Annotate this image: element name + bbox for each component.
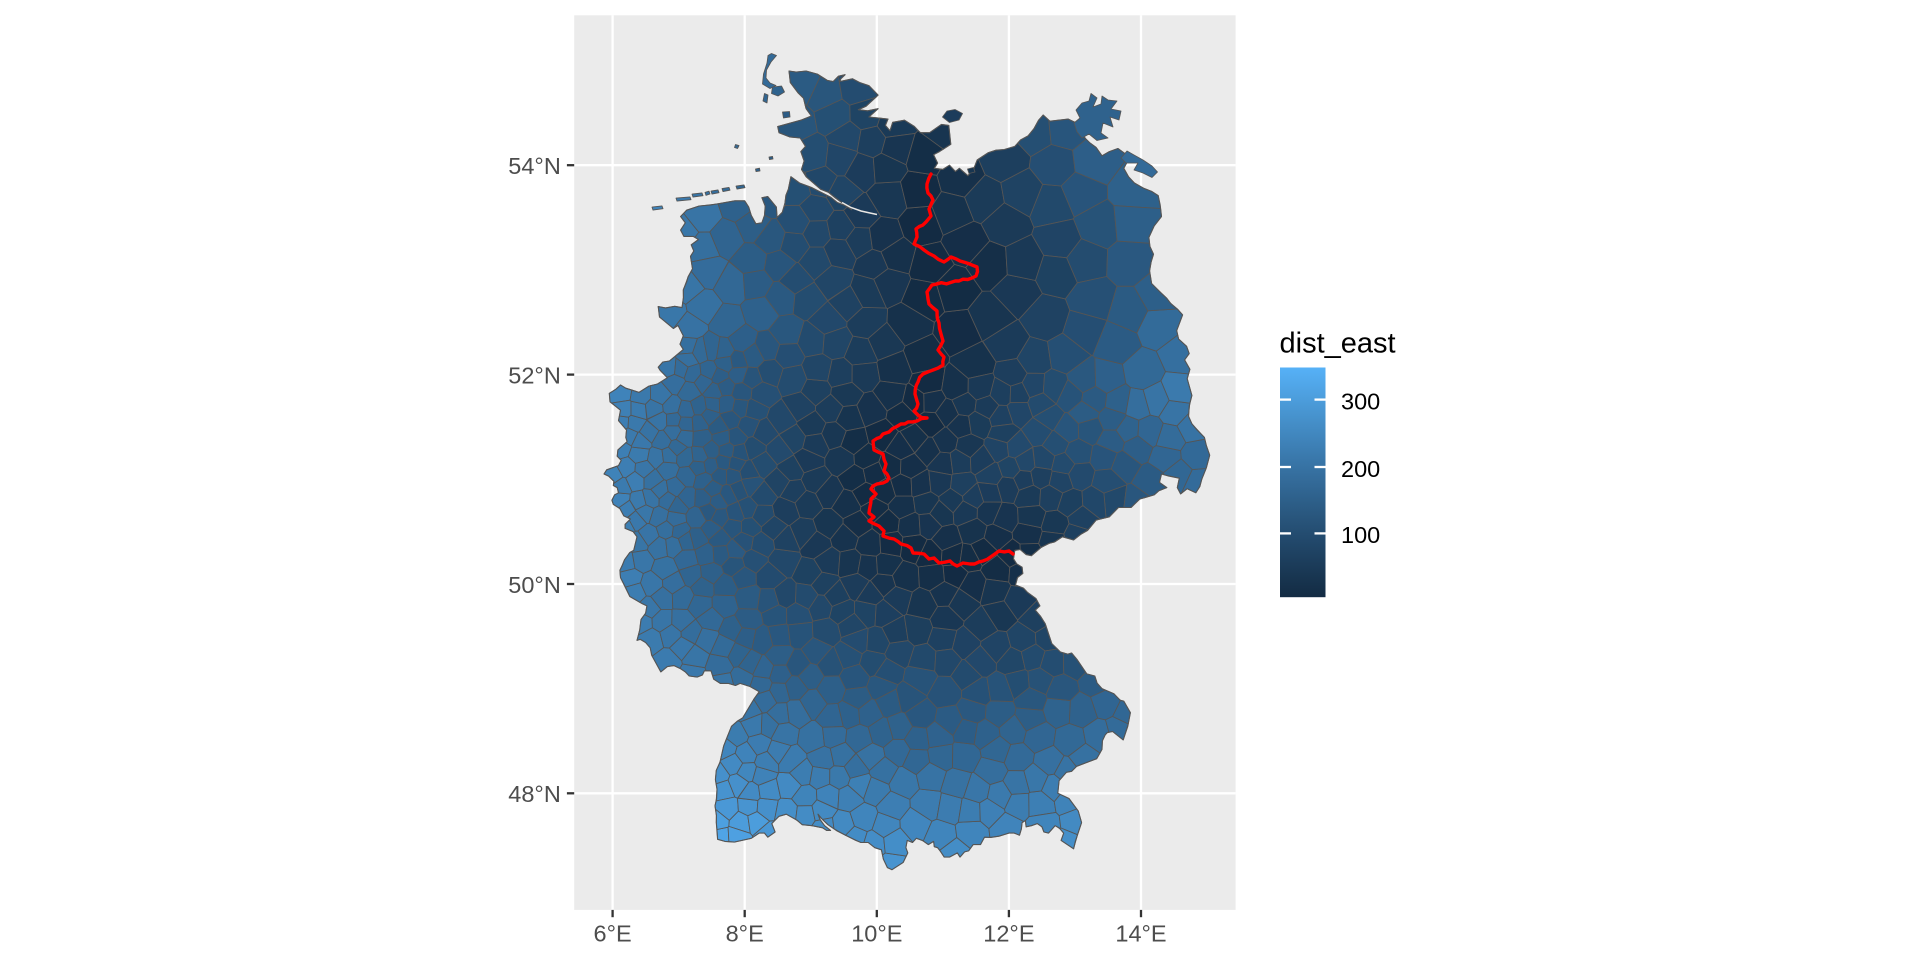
svg-text:12°E: 12°E — [983, 920, 1034, 946]
svg-text:8°E: 8°E — [726, 920, 764, 946]
svg-text:52°N: 52°N — [508, 362, 561, 388]
svg-text:50°N: 50°N — [508, 572, 561, 598]
svg-text:14°E: 14°E — [1115, 920, 1166, 946]
svg-text:300: 300 — [1341, 388, 1380, 414]
svg-text:48°N: 48°N — [508, 781, 561, 807]
svg-text:6°E: 6°E — [594, 920, 632, 946]
svg-text:dist_east: dist_east — [1280, 328, 1396, 360]
svg-text:54°N: 54°N — [508, 153, 561, 179]
svg-text:100: 100 — [1341, 522, 1380, 548]
svg-text:10°E: 10°E — [851, 920, 902, 946]
svg-text:200: 200 — [1341, 456, 1380, 482]
